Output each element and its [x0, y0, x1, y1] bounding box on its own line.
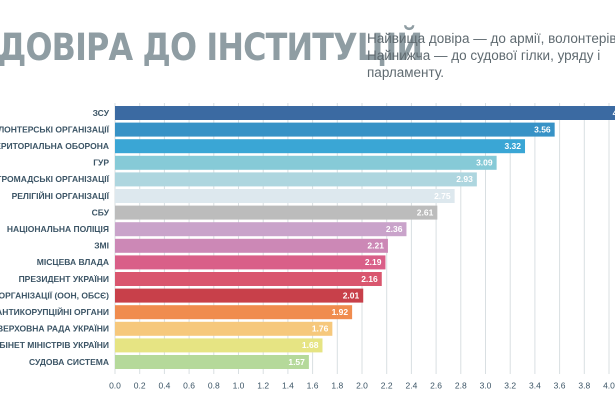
x-tick-label: 1.6 [307, 380, 319, 390]
x-tick-label: 4.0 [603, 380, 615, 390]
bar [115, 255, 386, 270]
bar [115, 305, 353, 320]
value-labels: 4 3.56 3.32 3.092.93 2.752.61 2.362.21 2.19 2.1… [288, 108, 615, 367]
bar [115, 238, 388, 253]
x-tick-label: 2.2 [381, 380, 393, 390]
x-tick-label: 0.6 [183, 380, 195, 390]
value-label: 4 [613, 108, 615, 118]
value-label: 1.68 [302, 340, 319, 350]
value-label: 2.19 [365, 257, 382, 267]
x-tick-label: 2.6 [430, 380, 442, 390]
value-label: 2.16 [361, 274, 378, 284]
category-label: КАБІНЕТ МІНІСТРІВ УКРАЇНИ [0, 340, 109, 350]
bar [115, 172, 477, 187]
x-tick-label: 0.8 [208, 380, 220, 390]
value-label: 3.09 [476, 158, 493, 168]
category-label: ГРОМАДСЬКІ ОРГАНІЗАЦІЇ [0, 174, 110, 184]
x-tick-label: 3.2 [504, 380, 516, 390]
value-label: 1.92 [332, 307, 349, 317]
chart-title: ДОВІРА ДО ІНСТИТУЦІЙ [0, 26, 423, 69]
bars [115, 106, 615, 369]
subtitle-line-1: Найвища довіра — до армії, волонтерів, Т… [367, 31, 615, 46]
category-label: РЕЛІГІЙНІ ОРГАНІЗАЦІЇ [12, 190, 110, 201]
bar [115, 272, 382, 286]
category-label: ТЕРИТОРІАЛЬНА ОБОРОНА [0, 141, 109, 151]
x-tick-label: 3.6 [554, 380, 566, 390]
value-label: 2.36 [386, 224, 403, 234]
value-label: 3.56 [534, 124, 551, 134]
value-label: 2.21 [367, 241, 384, 251]
value-label: 2.01 [343, 290, 360, 300]
bar [115, 139, 526, 154]
category-label: СБУ [92, 207, 110, 217]
category-label: ГУР [93, 158, 109, 168]
category-label: РОДНІ ОРГАНІЗАЦІЇ (ООН, ОБСЄ) [0, 290, 109, 300]
x-tick-label: 3.0 [480, 380, 492, 390]
bar [115, 338, 323, 353]
x-tick-label: 3.8 [578, 380, 590, 390]
x-tick-label: 1.8 [331, 380, 343, 390]
category-label: ЗМІ [94, 241, 109, 251]
bar [115, 189, 455, 203]
x-tick-label: 0.0 [109, 380, 121, 390]
bar [115, 106, 615, 120]
value-label: 2.93 [456, 174, 473, 184]
bar [115, 288, 364, 303]
x-tick-label: 1.2 [257, 380, 269, 390]
category-label: ВЕРХОВНА РАДА УКРАЇНИ [0, 324, 109, 334]
x-tick-label: 2.4 [405, 380, 417, 390]
category-label: ЗСУ [93, 108, 110, 118]
x-axis-ticks: 0.0 0.2 0.4 0.6 0.8 1.0 1.2 1.4 1.6 1.8 2.0 2.2 2.4 2… [109, 380, 615, 390]
bar [115, 122, 555, 137]
x-tick-label: 3.4 [529, 380, 541, 390]
category-label: ПРЕЗИДЕНТ УКРАЇНИ [19, 274, 109, 284]
x-tick-label: 1.4 [282, 380, 294, 390]
bar [115, 355, 309, 369]
chart-subtitle: Найвища довіра — до армії, волонтерів, Т… [367, 30, 615, 81]
category-label: НАЦІОНАЛЬНА ПОЛІЦІЯ [7, 224, 109, 234]
bar [115, 321, 333, 336]
value-label: 1.76 [312, 324, 329, 334]
category-label: ВОЛОНТЕРСЬКІ ОРГАНІЗАЦІЇ [0, 124, 110, 134]
category-labels: ЗСУ ВОЛОНТЕРСЬКІ ОРГАНІЗАЦІЇ ТЕРИТОРІАЛЬНА… [0, 108, 110, 367]
bar [115, 222, 407, 237]
subtitle-line-3: парламенту. [367, 65, 444, 80]
category-label: АНТИКОРУПЦІЙНІ ОРГАНИ [0, 306, 109, 317]
subtitle-line-2: Найнижча — до судової гілки, уряду і [367, 48, 601, 63]
bar [115, 205, 438, 220]
value-label: 2.75 [434, 191, 451, 201]
category-label: МІСЦЕВА ВЛАДА [37, 257, 109, 267]
value-label: 3.32 [504, 141, 521, 151]
value-label: 2.61 [417, 207, 434, 217]
x-tick-label: 2.0 [356, 380, 368, 390]
x-tick-label: 0.2 [134, 380, 146, 390]
x-tick-label: 2.8 [455, 380, 467, 390]
value-label: 1.57 [288, 357, 305, 367]
bar [115, 155, 497, 170]
category-label: СУДОВА СИСТЕМА [29, 357, 109, 367]
x-tick-label: 0.4 [158, 380, 170, 390]
x-tick-label: 1.0 [233, 380, 245, 390]
